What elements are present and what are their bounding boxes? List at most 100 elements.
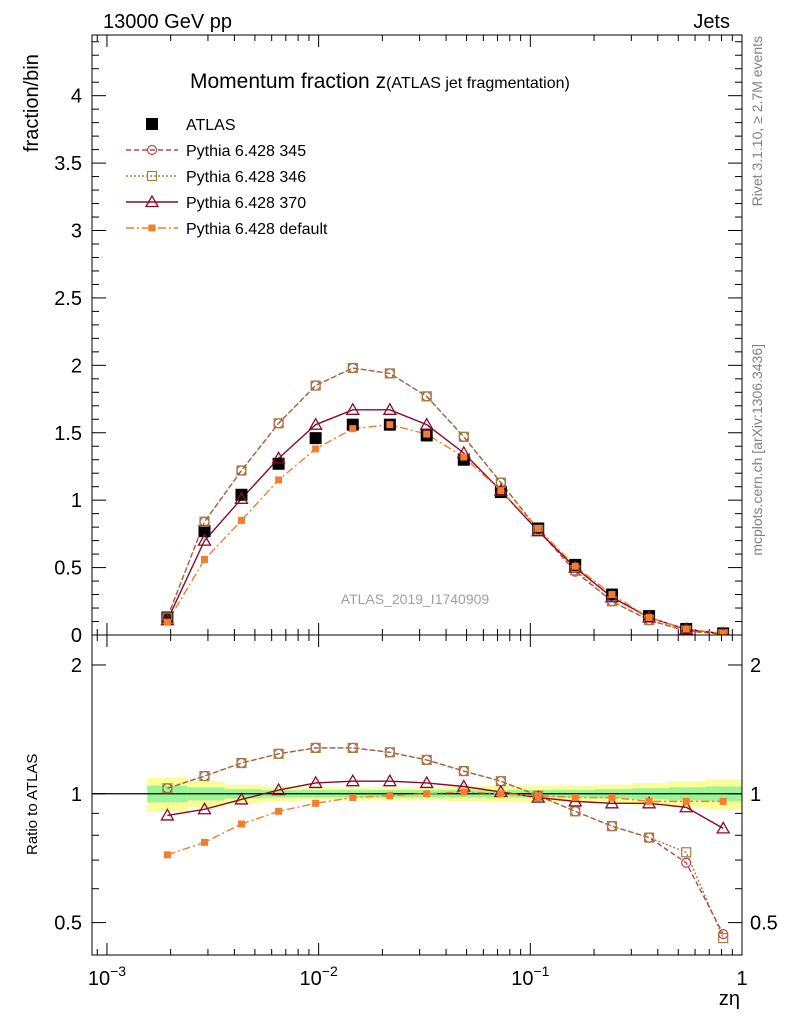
main-series (160, 362, 730, 635)
main-data-point (308, 417, 323, 430)
main-data-point (349, 425, 357, 433)
main-data-point (497, 487, 505, 495)
ratio-data-point (495, 776, 506, 787)
y-tick-label: 3.5 (54, 153, 82, 175)
main-data-point (163, 618, 171, 626)
ratio-y-tick-label-right: 0.5 (750, 913, 778, 935)
ratio-data-point (570, 806, 581, 817)
main-data-point (312, 445, 320, 453)
ratio-data-point (645, 797, 653, 805)
main-data-point (608, 591, 616, 599)
rivet-label: Rivet 3.1.10, ≥ 2.7M events (749, 36, 765, 206)
legend-marker (146, 118, 158, 130)
ratio-series-line (167, 747, 724, 939)
ratio-data-point (419, 775, 434, 789)
main-series-line (166, 367, 724, 635)
main-data-point (199, 516, 210, 527)
header-process: 13000 GeV pp (103, 11, 232, 33)
main-data-point (423, 430, 431, 438)
ratio-data-point (236, 757, 247, 769)
ratio-y-tick-label-right: 1 (750, 784, 761, 806)
ratio-data-point (460, 788, 468, 796)
x-tick-label: 10−1 (511, 963, 549, 990)
x-tick-label: 10−3 (88, 963, 126, 990)
ratio-axis-ticks: 10−3 10−2 10−1 1 0.5 0.5 1 1 2 2 (54, 635, 778, 990)
ratio-data-point (386, 792, 394, 800)
main-ylabel: fraction/bin (21, 54, 43, 152)
main-panel: 0 0.5 1 1.5 2 2.5 3 3.5 4 Momentum fraction z(AT… (21, 34, 743, 647)
ratio-data-point (682, 797, 690, 805)
legend-label: ATLAS (186, 117, 236, 134)
ratio-data-point (718, 932, 729, 944)
y-tick-label: 4 (71, 86, 82, 108)
main-data-point (347, 362, 358, 374)
ratio-data-point (571, 794, 579, 802)
main-data-point (310, 380, 321, 391)
ratio-series (160, 742, 731, 944)
ratio-data-point (201, 838, 209, 846)
legend-label: Pythia 6.428 370 (186, 195, 306, 212)
main-data-point (309, 432, 322, 445)
main-data-point (234, 491, 249, 504)
legend-marker (144, 194, 160, 208)
ratio-series-line (167, 780, 724, 830)
ratio-data-point (234, 792, 249, 805)
ratio-data-point (606, 821, 618, 832)
main-data-point (198, 525, 211, 538)
ratio-data-point (349, 794, 357, 802)
main-data-point (460, 453, 468, 461)
y-tick-label: 3 (71, 221, 82, 243)
legend-marker (146, 170, 158, 182)
ratio-data-point (681, 857, 692, 868)
main-data-point (236, 465, 247, 476)
main-data-point (273, 418, 284, 429)
main-data-point (275, 476, 283, 484)
main-data-point (419, 417, 434, 430)
legend-label: Pythia 6.428 345 (186, 143, 306, 160)
ratio-xlabel: zη (719, 988, 740, 1010)
main-data-point (458, 431, 469, 442)
ratio-data-point (679, 799, 694, 813)
ratio-data-point (273, 748, 284, 759)
ratio-panel: 10−3 10−2 10−1 1 0.5 0.5 1 1 2 2 Ratio to ATLAS z… (24, 634, 778, 1010)
main-data-point (571, 562, 579, 570)
main-series-line (166, 423, 724, 635)
main-data-point (272, 457, 285, 470)
ratio-data-point (643, 832, 655, 843)
y-tick-label: 1.5 (54, 423, 82, 445)
ratio-data-point (271, 782, 286, 796)
ratio-data-point (237, 820, 245, 828)
ratio-data-point (199, 770, 210, 782)
y-tick-label: 1 (71, 490, 82, 512)
ratio-data-point (236, 757, 247, 769)
ratio-series-line (167, 747, 724, 935)
header-category: Jets (693, 11, 730, 33)
mcplots-label: mcplots.cern.ch [arXiv:1306.3436] (749, 344, 765, 556)
y-tick-label: 0.5 (54, 558, 82, 580)
ratio-data-point (382, 773, 397, 787)
x-tick-label: 10−2 (300, 963, 338, 990)
ratio-data-point (497, 790, 505, 798)
ratio-data-point (643, 832, 655, 843)
ratio-data-point (163, 851, 171, 859)
ratio-data-point (681, 847, 692, 858)
legend-label: Pythia 6.428 default (186, 221, 328, 238)
ratio-data-point (421, 754, 432, 766)
main-data-point (458, 431, 469, 442)
ratio-data-point (199, 770, 210, 782)
ratio-frame (91, 634, 743, 956)
ratio-data-point (308, 775, 323, 789)
main-data-point (534, 524, 542, 532)
ratio-data-point (312, 799, 320, 807)
ratio-y-tick-label: 2 (71, 655, 82, 677)
legend-marker (146, 144, 158, 156)
ratio-uncertainty-bands (147, 777, 742, 812)
main-data-point (271, 451, 286, 464)
ratio-ylabel: Ratio to ATLAS (24, 754, 41, 855)
ratio-data-point (606, 821, 618, 832)
legend: ATLAS Pythia 6.428 345 Pythia 6.428 346 Pyt… (126, 117, 328, 238)
main-data-point (310, 380, 321, 391)
main-data-point (201, 555, 209, 563)
ratio-data-point (310, 742, 321, 754)
